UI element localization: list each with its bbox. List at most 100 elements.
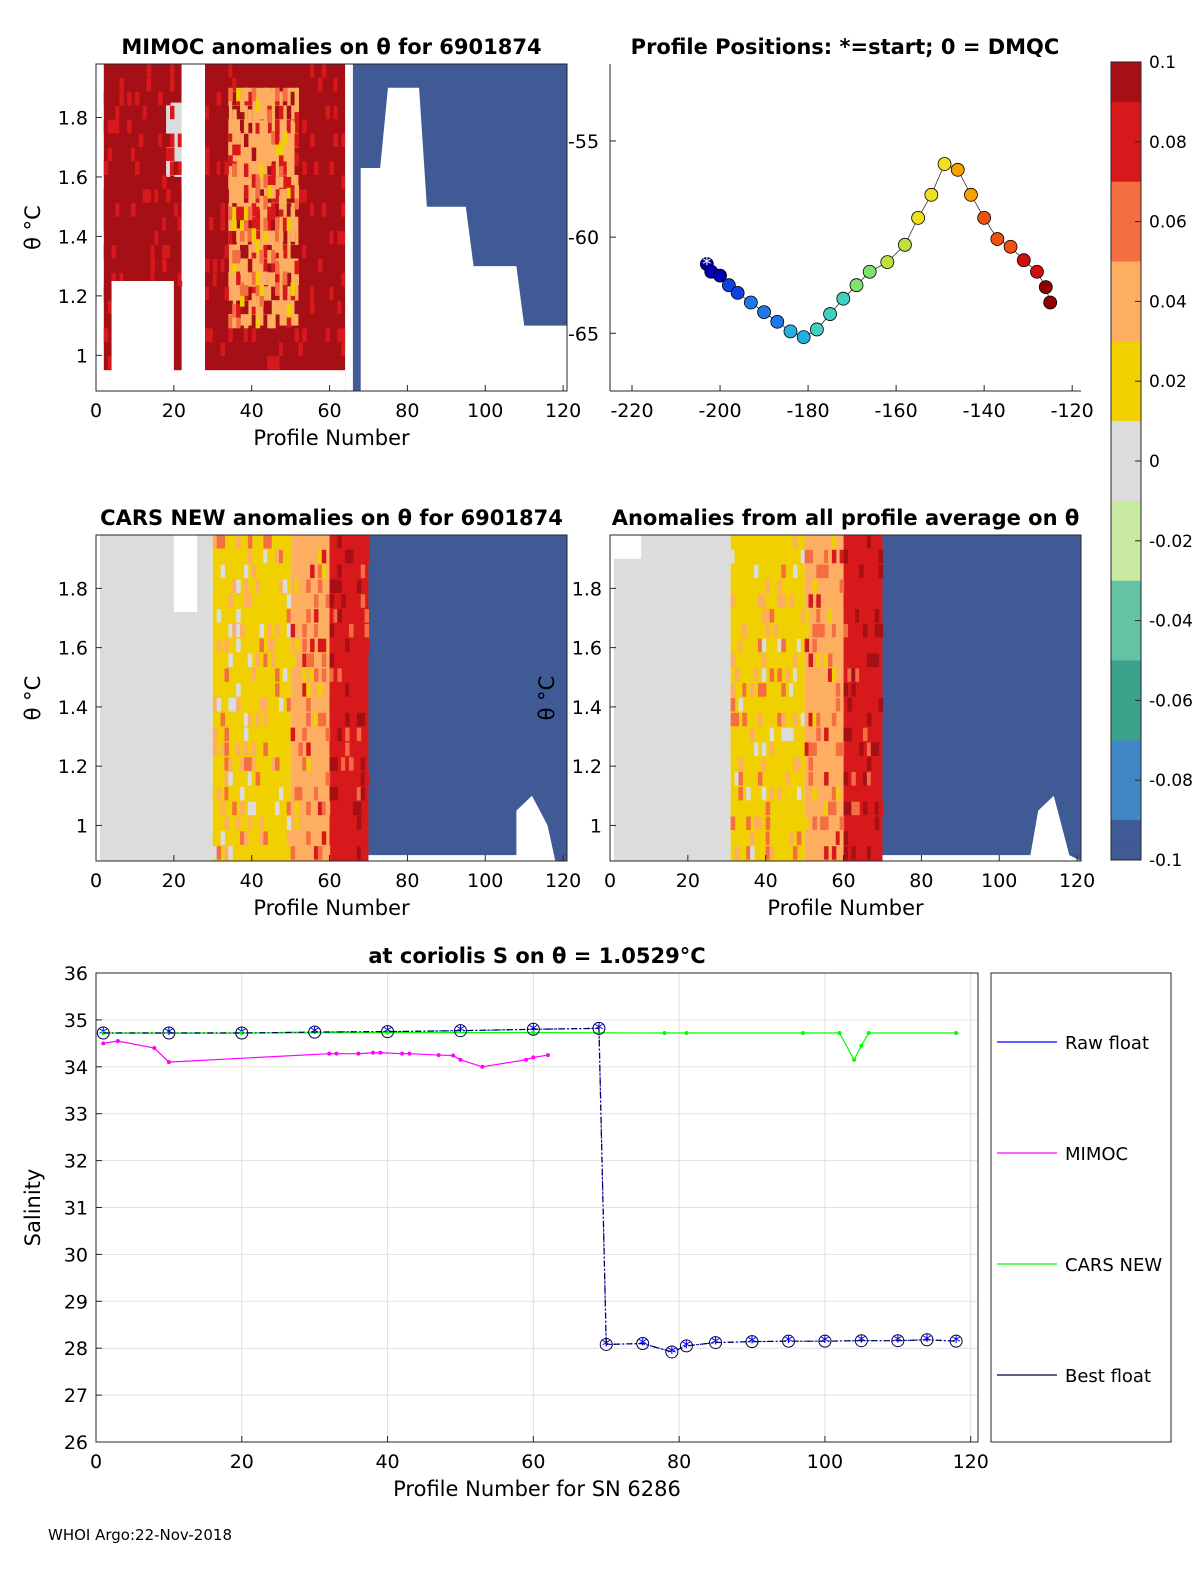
heatmap-cell — [317, 549, 323, 564]
heatmap-cell — [746, 683, 751, 697]
heatmap-cell — [247, 228, 253, 242]
heatmap-cell — [310, 300, 315, 315]
heatmap-cell — [232, 231, 237, 245]
heatmap-cell — [341, 549, 346, 564]
profile-point — [757, 305, 771, 320]
heatmap-cell — [329, 217, 335, 231]
heatmap-cell — [298, 594, 303, 608]
heatmap-cell — [286, 623, 292, 638]
heatmap-cell — [263, 217, 268, 232]
heatmap-cell — [341, 119, 346, 134]
heatmap-cell — [220, 342, 226, 356]
heatmap-cell — [146, 105, 152, 120]
series-point: * — [922, 1331, 931, 1352]
series-point — [854, 1334, 868, 1348]
heatmap-cell — [843, 831, 849, 845]
heatmap-cell — [302, 161, 307, 175]
heatmap-cell — [278, 195, 284, 210]
heatmap-cell — [847, 535, 852, 549]
colorbar-tick-label: 0.1 — [1149, 53, 1176, 73]
heatmap-cell — [337, 668, 342, 682]
heatmap-cell — [866, 712, 872, 727]
heatmap-cell — [282, 579, 288, 593]
heatmap-cell — [177, 189, 183, 203]
series-point: * — [682, 1337, 691, 1358]
heatmap-cell — [115, 133, 120, 148]
heatmap-cell — [103, 286, 109, 301]
heatmap-cell — [785, 772, 790, 786]
heatmap-cell — [800, 609, 806, 623]
heatmap-cell — [111, 244, 117, 259]
heatmap-cell — [173, 217, 179, 231]
heatmap-cell — [761, 668, 767, 682]
footer-stamp: WHOI Argo:22-Nov-2018 — [48, 1526, 232, 1544]
heatmap-cell — [103, 91, 109, 106]
heatmap-cell — [282, 831, 288, 845]
heatmap-cell — [240, 831, 245, 845]
heatmap-cell — [839, 846, 845, 860]
heatmap-cell — [255, 303, 261, 318]
heatmap-cell — [224, 772, 229, 786]
heatmap-cell — [831, 623, 837, 638]
heatmap-cell — [863, 668, 868, 682]
heatmap-cell — [808, 831, 814, 845]
heatmap-cell — [271, 772, 276, 786]
heatmap-cell — [824, 846, 829, 860]
heatmap-cell — [282, 683, 288, 697]
x-tick-label: 80 — [909, 870, 933, 892]
chart-title: Anomalies from all profile average on θ — [612, 506, 1080, 530]
heatmap-cell — [169, 64, 175, 78]
heatmap-cell — [158, 175, 163, 189]
heatmap-cell — [839, 831, 845, 845]
heatmap-cell — [306, 231, 311, 245]
heatmap-cell — [321, 831, 327, 845]
heatmap-cell — [228, 698, 233, 712]
heatmap-cell — [325, 272, 331, 287]
heatmap-cell — [317, 231, 323, 245]
heatmap-cell — [356, 846, 362, 860]
heatmap-cell — [154, 231, 159, 245]
heatmap-cell — [777, 668, 782, 682]
heatmap-cell — [212, 328, 218, 342]
heatmap-cell — [734, 846, 740, 860]
heatmap-cell — [317, 258, 323, 273]
heatmap-cell — [271, 217, 276, 231]
missing-data-region — [613, 535, 642, 559]
heatmap-cell — [859, 549, 864, 564]
heatmap-cell — [831, 786, 837, 801]
heatmap-cell — [835, 535, 841, 549]
heatmap-cell — [734, 564, 740, 579]
y-tick-label: 1.6 — [572, 638, 602, 660]
heatmap-cell — [804, 535, 810, 549]
heatmap-cell — [738, 594, 743, 608]
heatmap-cell — [765, 846, 771, 860]
heatmap-cell — [212, 105, 218, 120]
heatmap-cell — [224, 356, 229, 370]
heatmap-cell — [267, 109, 272, 123]
heatmap-cell — [255, 314, 261, 329]
colorbar-segment — [1111, 760, 1141, 781]
profile-point — [823, 307, 837, 321]
series-point — [745, 1335, 759, 1349]
heatmap-cell — [236, 816, 241, 831]
heatmap-cell — [310, 638, 315, 653]
heatmap-cell — [313, 668, 319, 682]
heatmap-cell — [816, 653, 821, 668]
heatmap-cell — [232, 249, 237, 264]
x-tick-label: 40 — [240, 400, 264, 422]
heatmap-cell — [317, 564, 323, 579]
heatmap-cell — [796, 757, 802, 771]
heatmap-cell — [839, 742, 845, 756]
colorbar-segment — [1111, 540, 1141, 562]
heatmap-cell — [146, 189, 152, 203]
heatmap-cell — [228, 786, 233, 801]
series-point — [949, 1334, 963, 1348]
heatmap-cell — [232, 91, 237, 106]
heatmap-cell — [808, 772, 814, 786]
heatmap-cell — [247, 668, 253, 682]
heatmap-cell — [158, 147, 163, 162]
heatmap-cell — [247, 91, 253, 106]
heatmap-cell — [243, 356, 249, 370]
x-tick-label: 60 — [831, 870, 855, 892]
heatmap-cell — [738, 549, 743, 564]
